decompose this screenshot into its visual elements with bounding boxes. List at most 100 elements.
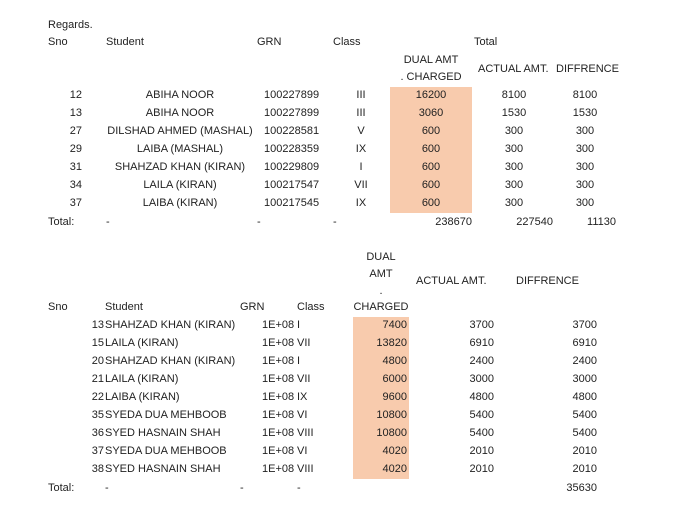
t1-header-diff: DIFFRENCE xyxy=(556,63,619,75)
t1-cell-dual: 600 xyxy=(421,179,441,191)
t1-cell-dual: 600 xyxy=(421,125,441,137)
t2-cell-diff: 5400 xyxy=(572,409,597,421)
t2-cell-actual: 5400 xyxy=(469,427,494,439)
t1-header-actual: ACTUAL AMT. xyxy=(478,63,549,75)
t2-cell-actual: 5400 xyxy=(469,409,494,421)
t2-cell-student: SHAHZAD KHAN (KIRAN) xyxy=(105,355,236,367)
t2-cell-grn: 1E+08 xyxy=(262,373,295,385)
t1-header-dual-line2: . CHARGED xyxy=(400,71,462,83)
t2-cell-diff: 2010 xyxy=(572,463,597,475)
t1-cell-dual: 600 xyxy=(421,197,441,209)
t2-cell-dual: 4020 xyxy=(382,463,407,475)
t1-cell-diff: 1530 xyxy=(572,107,598,119)
t2-cell-diff: 3700 xyxy=(572,319,597,331)
regards-text: Regards. xyxy=(48,19,93,31)
t1-total-dual: 238670 xyxy=(435,216,472,228)
t2-header-dual-line4: CHARGED xyxy=(353,301,409,313)
t2-cell-diff: 2010 xyxy=(572,445,597,457)
t2-cell-sno: 38 xyxy=(91,463,104,475)
t2-cell-dual: 9600 xyxy=(382,391,407,403)
t2-cell-student: SYED HASNAIN SHAH xyxy=(105,463,221,475)
t2-cell-diff: 3000 xyxy=(572,373,597,385)
t2-cell-grn: 1E+08 xyxy=(262,463,295,475)
t2-total-student: - xyxy=(105,482,109,494)
t2-cell-sno: 36 xyxy=(91,427,104,439)
t2-cell-dual: 10800 xyxy=(376,427,407,439)
t1-cell-dual: 16200 xyxy=(415,89,447,101)
t2-cell-actual: 2400 xyxy=(469,355,494,367)
t2-cell-sno: 15 xyxy=(91,337,104,349)
t2-cell-actual: 2010 xyxy=(469,463,494,475)
t1-cell-student: ABIHA NOOR xyxy=(145,89,215,101)
t1-cell-dual: 3060 xyxy=(418,107,444,119)
t1-cell-grn: 100228359 xyxy=(264,143,320,155)
t2-header-student: Student xyxy=(105,301,143,313)
t1-cell-grn: 100229809 xyxy=(264,161,320,173)
t1-dual-highlight xyxy=(390,87,472,213)
t1-cell-actual: 300 xyxy=(504,161,524,173)
t1-cell-diff: 8100 xyxy=(572,89,598,101)
t1-cell-student: SHAHZAD KHAN (KIRAN) xyxy=(114,161,246,173)
t1-header-grn: GRN xyxy=(257,36,282,48)
t2-cell-sno: 35 xyxy=(91,409,104,421)
t2-cell-sno: 22 xyxy=(91,391,104,403)
t2-cell-diff: 2400 xyxy=(572,355,597,367)
t2-header-sno: Sno xyxy=(48,301,68,313)
t2-cell-diff: 5400 xyxy=(572,427,597,439)
t2-cell-dual: 6000 xyxy=(382,373,407,385)
t2-total-diff: 35630 xyxy=(566,482,597,494)
t2-cell-grn: 1E+08 xyxy=(262,445,295,457)
t1-cell-actual: 300 xyxy=(504,179,524,191)
t2-cell-dual: 7400 xyxy=(382,319,407,331)
t1-cell-class: IX xyxy=(355,197,367,209)
t2-cell-grn: 1E+08 xyxy=(262,427,295,439)
t2-cell-class: I xyxy=(297,319,301,331)
t1-cell-class: V xyxy=(357,125,365,137)
t1-cell-sno: 29 xyxy=(69,143,82,155)
t2-cell-class: VII xyxy=(297,373,311,385)
t2-header-diff: DIFFRENCE xyxy=(516,275,579,287)
t1-cell-dual: 600 xyxy=(421,161,441,173)
t1-total-actual: 227540 xyxy=(516,216,553,228)
t2-cell-dual: 4020 xyxy=(382,445,407,457)
t1-cell-actual: 300 xyxy=(504,143,524,155)
t2-cell-actual: 2010 xyxy=(469,445,494,457)
t1-cell-diff: 300 xyxy=(575,143,595,155)
t1-cell-student: DILSHAD AHMED (MASHAL) xyxy=(107,125,253,137)
t2-total-class: - xyxy=(297,482,301,494)
t2-cell-student: SYED HASNAIN SHAH xyxy=(105,427,221,439)
t1-cell-grn: 100217545 xyxy=(264,197,320,209)
t1-cell-grn: 100228581 xyxy=(264,125,320,137)
t2-cell-student: LAILA (KIRAN) xyxy=(105,373,179,385)
t2-header-dual-line2: AMT xyxy=(369,268,393,280)
t1-cell-class: VII xyxy=(354,179,368,191)
t2-header-dual-line3: . xyxy=(379,285,383,297)
t2-cell-sno: 13 xyxy=(91,319,104,331)
t1-cell-student: ABIHA NOOR xyxy=(145,107,215,119)
t1-cell-student: LAILA (KIRAN) xyxy=(143,179,217,191)
t2-cell-class: VI xyxy=(297,445,308,457)
t1-cell-sno: 34 xyxy=(69,179,82,191)
t2-total-label: Total: xyxy=(48,482,75,494)
t1-total-grn: - xyxy=(257,216,261,228)
t2-cell-class: VIII xyxy=(297,463,314,475)
t2-cell-diff: 4800 xyxy=(572,391,597,403)
t2-cell-diff: 6910 xyxy=(572,337,597,349)
t1-cell-grn: 100227899 xyxy=(264,89,320,101)
t1-header-dual-line1: DUAL AMT xyxy=(403,54,459,66)
t2-cell-grn: 1E+08 xyxy=(262,409,295,421)
t2-total-grn: - xyxy=(240,482,244,494)
t1-header-class: Class xyxy=(333,36,361,48)
t2-cell-sno: 20 xyxy=(91,355,104,367)
t2-header-grn: GRN xyxy=(240,301,265,313)
t1-cell-sno: 37 xyxy=(69,197,82,209)
t1-total-student: - xyxy=(106,216,110,228)
t2-cell-dual: 4800 xyxy=(382,355,407,367)
t1-cell-grn: 100217547 xyxy=(264,179,320,191)
t1-cell-student: LAIBA (MASHAL) xyxy=(136,143,224,155)
t1-cell-diff: 300 xyxy=(575,161,595,173)
t2-cell-sno: 21 xyxy=(91,373,104,385)
t2-cell-student: SYEDA DUA MEHBOOB xyxy=(105,409,227,421)
t2-cell-dual: 10800 xyxy=(376,409,407,421)
t1-cell-class: III xyxy=(356,89,366,101)
